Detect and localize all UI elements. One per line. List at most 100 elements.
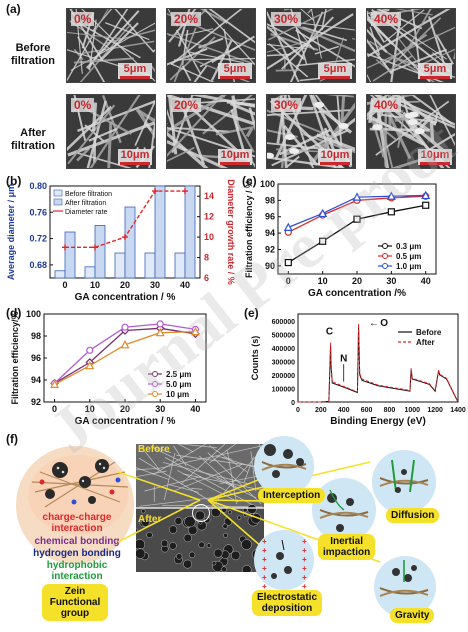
particle (283, 449, 293, 459)
charge-symbol: + (262, 537, 267, 546)
x-axis-label: GA concentration /% (308, 288, 406, 299)
bar-before (114, 252, 126, 279)
y-tick-label: 200000 (272, 373, 295, 380)
x-tick-label: 20 (120, 404, 130, 414)
scale-bar: 10μm (418, 149, 452, 165)
data-point (386, 191, 396, 200)
x-tick-label: 0 (296, 407, 300, 414)
x-tick-label: 1000 (404, 407, 420, 414)
legend-label: After (416, 338, 435, 347)
concentration-label: 40% (371, 12, 402, 26)
before-label: Before (138, 444, 170, 455)
sem-after-0: 0% 10μm (66, 94, 156, 169)
data-point (50, 379, 60, 388)
row-label-after: After filtration (11, 127, 55, 152)
data-point (319, 237, 327, 245)
y-axis-label: Filtration efficiency / % (244, 180, 254, 278)
panel-c-label: (c) (242, 174, 257, 188)
y-tick-label: 96 (265, 212, 275, 222)
particle (401, 469, 407, 475)
peak-arrow: ← (369, 318, 379, 329)
bar-after (124, 206, 136, 279)
legend-label: 0.3 μm (396, 242, 421, 251)
legend-label: Before (416, 328, 442, 337)
panel-a-label: (a) (6, 2, 21, 16)
legend-label: 5.0 μm (166, 380, 191, 389)
charge-symbol: + (262, 555, 267, 564)
fiber (319, 509, 369, 517)
flow-arrow (281, 539, 285, 551)
rate-point (92, 244, 98, 251)
particle (346, 498, 354, 506)
y-axis-label: Counts (s) (250, 336, 260, 381)
scale-bar: 5μm (418, 63, 452, 79)
y-tick-label: 0.72 (29, 234, 47, 244)
x-tick-label: 40 (190, 404, 200, 414)
legend-label: After filtration (65, 200, 106, 207)
peak-label-n: N (340, 353, 347, 364)
particle (327, 493, 337, 503)
x-axis-label: Binding Energy (eV) (330, 416, 426, 427)
fiber-cluster-illustration (31, 459, 129, 508)
sem-before-0: 0% 5μm (66, 8, 156, 83)
data-point (156, 320, 164, 328)
data-point (190, 326, 200, 336)
concentration-label: 30% (271, 98, 302, 112)
chart-e: 0 100000 200000 300000 400000 500000 600000 0 20… (250, 313, 466, 427)
plot-frame (297, 313, 459, 403)
flow-arrow (391, 459, 397, 493)
sem-before-3: 40% 5μm (366, 8, 456, 83)
y2-tick-label: 14 (204, 191, 214, 201)
interaction-hydrogen: hydrogen bonding (33, 548, 121, 559)
particle (392, 568, 400, 576)
rate-point (62, 244, 68, 251)
electrostatic-bubble (254, 530, 314, 590)
y-tick-label: 0.76 (29, 207, 47, 217)
x-tick-label: 30 (150, 280, 160, 290)
x-tick-label: 800 (384, 407, 396, 414)
sem-after-1: 20% 10μm (166, 94, 256, 169)
scale-bar: 5μm (218, 63, 252, 79)
sem-before-after-image: Before After (136, 444, 264, 572)
y-tick-label: 92 (31, 397, 41, 407)
x-tick-label: 200 (315, 407, 327, 414)
y-tick-label: 96 (31, 353, 41, 363)
flow-arrow (329, 489, 345, 511)
chart-c: 90 92 94 96 98 100 0 10 20 30 40 0.3 μm0.5 μm1.0 μm… (244, 179, 437, 299)
particle (404, 574, 412, 582)
interaction-chemical: chemical bonding (34, 536, 120, 547)
scale-bar: 10μm (218, 149, 252, 165)
fiber (319, 511, 369, 519)
mechanism-interception: Interception (258, 488, 326, 503)
y-axis-label: Filtration efficiency/% (10, 311, 20, 404)
data-point (352, 192, 362, 201)
particle (276, 552, 284, 560)
particle (271, 573, 277, 579)
data-point (85, 360, 95, 370)
charge-symbol: + (302, 582, 307, 591)
legend-marker (152, 381, 158, 387)
row-label-before: Before filtration (11, 42, 55, 67)
interception-bubble (254, 436, 314, 496)
concentration-label: 0% (71, 98, 95, 112)
y-tick-label: 100000 (272, 386, 295, 393)
y-tick-label: 100 (26, 309, 41, 319)
y-tick-label: 92 (265, 244, 275, 254)
data-point (422, 201, 430, 209)
legend-label: Before filtration (65, 191, 112, 198)
charge-symbol: + (302, 555, 307, 564)
particle (336, 524, 344, 532)
charge-symbol: + (302, 564, 307, 573)
particle (395, 487, 401, 493)
particle (264, 444, 276, 456)
legend-swatch (53, 189, 63, 197)
bar-before (174, 252, 186, 279)
scale-bar: 10μm (118, 149, 152, 165)
concentration-label: 20% (171, 98, 202, 112)
y-tick-label: 98 (31, 331, 41, 341)
particle (284, 566, 292, 574)
charge-symbol: + (302, 546, 307, 555)
bar-before (84, 266, 96, 279)
rate-point (122, 234, 128, 241)
